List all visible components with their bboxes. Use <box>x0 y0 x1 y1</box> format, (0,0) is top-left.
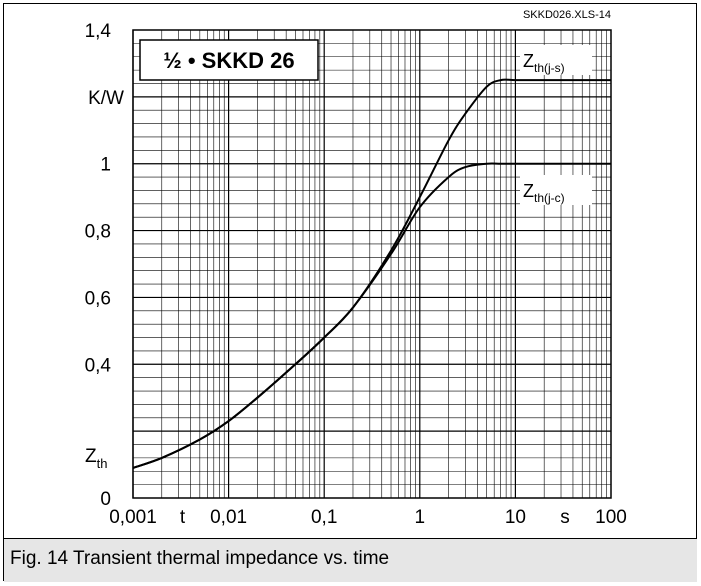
x-unit-label: t <box>180 507 186 528</box>
series-line-th(j-s) <box>132 78 611 469</box>
y-tick-label: 0,8 <box>85 222 111 243</box>
series-label-sub: th(j-c) <box>534 191 565 205</box>
y-tick-label: 0 <box>100 489 111 510</box>
y-tick-label: 0,6 <box>85 288 111 309</box>
y-axis-label: Zth <box>85 446 107 471</box>
y-axis-label-main: Z <box>85 446 97 467</box>
series-label-bg <box>520 45 592 75</box>
y-unit-label: K/W <box>88 88 124 109</box>
x-tick-label: 10 <box>505 507 526 528</box>
series-label-main: Z <box>523 51 534 71</box>
x-tick-label: 1 <box>415 507 426 528</box>
series-label-sub: th(j-s) <box>534 61 565 75</box>
y-tick-label: 1 <box>100 155 111 176</box>
chart-curves <box>132 78 611 469</box>
plot-border <box>132 29 612 499</box>
y-tick-label: 1,4 <box>85 21 112 42</box>
caption-text: Fig. 14 Transient thermal impedance vs. … <box>10 548 390 569</box>
series-label-bg <box>520 175 592 205</box>
y-tick-labels: 0 0,4 0,6 0,8 1 1,4 K/W Zth <box>85 21 124 510</box>
x-tick-label: 0,001 <box>109 507 157 528</box>
y-axis-label-sub: th <box>97 456 108 471</box>
x-tick-label: 0,1 <box>311 507 337 528</box>
series-line-th(j-c) <box>132 162 611 469</box>
chart-annotations: SKKD026.XLS-14½ • SKKD 26 Zth(j-s)Zth(j-c… <box>139 9 611 205</box>
title-box <box>139 39 319 81</box>
source-label: SKKD026.XLS-14 <box>523 9 611 21</box>
x-tick-label: 100 <box>595 507 627 528</box>
chart-grid <box>132 30 611 498</box>
y-tick-label: 0,4 <box>85 355 112 376</box>
series-label-th(j-c): Zth(j-c) <box>523 181 565 205</box>
series-label-main: Z <box>523 181 534 201</box>
x-unit-label: s <box>560 507 570 528</box>
series-label-th(j-s): Zth(j-s) <box>523 51 565 75</box>
x-tick-label: 0,01 <box>210 507 247 528</box>
chart-title: ½ • SKKD 26 <box>163 48 294 73</box>
figure-caption: Fig. 14 Transient thermal impedance vs. … <box>4 538 697 582</box>
x-tick-labels: 0,001 0,01 0,1 1 10 100 t s <box>109 507 627 528</box>
